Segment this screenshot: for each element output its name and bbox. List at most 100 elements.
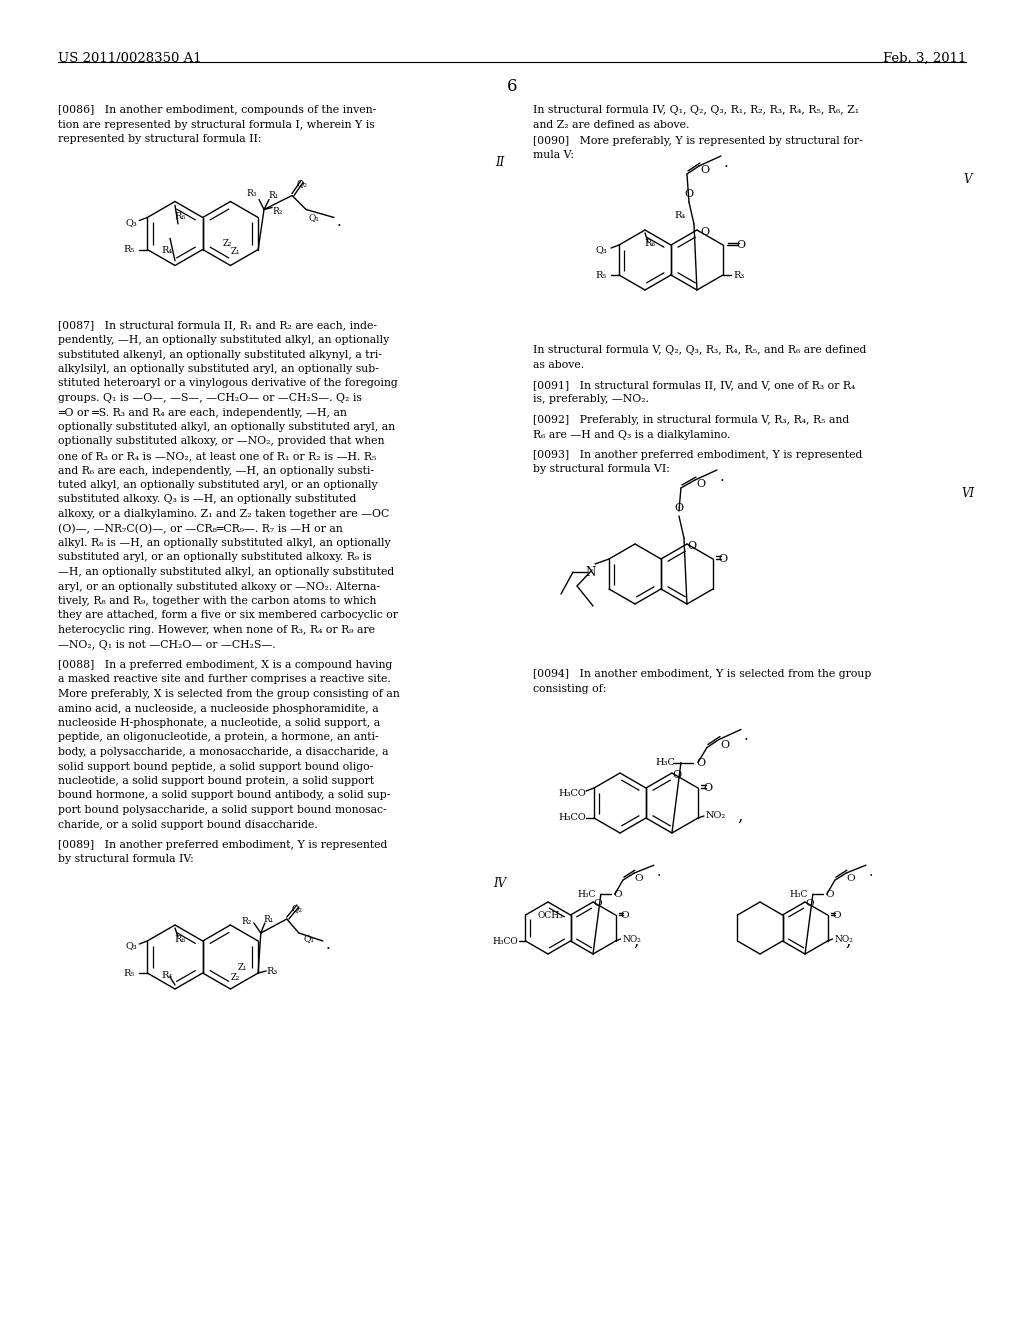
Text: one of R₃ or R₄ is —NO₂, at least one of R₁ or R₂ is —H. R₅: one of R₃ or R₄ is —NO₂, at least one of…: [58, 451, 377, 461]
Text: R₄: R₄: [162, 970, 173, 979]
Text: solid support bound peptide, a solid support bound oligo-: solid support bound peptide, a solid sup…: [58, 762, 374, 771]
Text: Q₁: Q₁: [308, 213, 319, 222]
Text: substituted alkoxy. Q₃ is —H, an optionally substituted: substituted alkoxy. Q₃ is —H, an optiona…: [58, 495, 356, 504]
Text: charide, or a solid support bound disaccharide.: charide, or a solid support bound disacc…: [58, 820, 317, 829]
Text: O: O: [700, 227, 710, 238]
Text: V: V: [964, 173, 972, 186]
Text: R₃: R₃: [733, 271, 744, 280]
Text: Q₂: Q₂: [291, 904, 302, 913]
Text: ,: ,: [633, 933, 638, 950]
Text: Q₁: Q₁: [303, 935, 314, 944]
Text: [0092]   Preferably, in structural formula V, R₃, R₄, R₅ and: [0092] Preferably, in structural formula…: [534, 414, 849, 425]
Text: Z₁: Z₁: [230, 247, 241, 256]
Text: Q₃: Q₃: [125, 218, 137, 227]
Text: R₄: R₄: [162, 246, 173, 255]
Text: Z₂: Z₂: [223, 239, 232, 248]
Text: R₅: R₅: [595, 271, 606, 280]
Text: optionally substituted alkoxy, or —NO₂, provided that when: optionally substituted alkoxy, or —NO₂, …: [58, 437, 384, 446]
Text: O: O: [847, 874, 855, 883]
Text: R₁: R₁: [269, 191, 280, 201]
Text: H₃CO: H₃CO: [558, 788, 586, 797]
Text: by structural formula IV:: by structural formula IV:: [58, 854, 194, 865]
Text: [0094]   In another embodiment, Y is selected from the group: [0094] In another embodiment, Y is selec…: [534, 669, 871, 678]
Text: VI: VI: [962, 487, 975, 500]
Text: R₃: R₃: [247, 189, 257, 198]
Text: R₅: R₅: [124, 969, 135, 978]
Text: body, a polysaccharide, a monosaccharide, a disaccharide, a: body, a polysaccharide, a monosaccharide…: [58, 747, 388, 756]
Text: as above.: as above.: [534, 359, 584, 370]
Text: Q₃: Q₃: [595, 246, 607, 255]
Text: More preferably, X is selected from the group consisting of an: More preferably, X is selected from the …: [58, 689, 399, 700]
Text: In structural formula IV, Q₁, Q₂, Q₃, R₁, R₂, R₃, R₄, R₅, R₆, Z₁: In structural formula IV, Q₁, Q₂, Q₃, R₁…: [534, 106, 859, 115]
Text: substituted aryl, or an optionally substituted alkoxy. R₉ is: substituted aryl, or an optionally subst…: [58, 553, 372, 562]
Text: a masked reactive site and further comprises a reactive site.: a masked reactive site and further compr…: [58, 675, 391, 685]
Text: optionally substituted alkyl, an optionally substituted aryl, an: optionally substituted alkyl, an optiona…: [58, 422, 395, 432]
Text: alkoxy, or a dialkylamino. Z₁ and Z₂ taken together are —OC: alkoxy, or a dialkylamino. Z₁ and Z₂ tak…: [58, 510, 389, 519]
Text: R₁: R₁: [264, 915, 274, 924]
Text: nucleotide, a solid support bound protein, a solid support: nucleotide, a solid support bound protei…: [58, 776, 374, 785]
Text: O: O: [736, 240, 745, 249]
Text: [0093]   In another preferred embodiment, Y is represented: [0093] In another preferred embodiment, …: [534, 450, 862, 459]
Text: O: O: [675, 503, 684, 513]
Text: mula V:: mula V:: [534, 150, 574, 161]
Text: Z₁: Z₁: [238, 962, 247, 972]
Text: alkylsilyl, an optionally substituted aryl, an optionally sub-: alkylsilyl, an optionally substituted ar…: [58, 364, 379, 374]
Text: heterocyclic ring. However, when none of R₃, R₄ or R₉ are: heterocyclic ring. However, when none of…: [58, 624, 375, 635]
Text: R₂: R₂: [272, 207, 284, 216]
Text: tively, R₈ and R₉, together with the carbon atoms to which: tively, R₈ and R₉, together with the car…: [58, 597, 377, 606]
Text: H₃C: H₃C: [578, 890, 596, 899]
Text: US 2011/0028350 A1: US 2011/0028350 A1: [58, 51, 202, 65]
Text: O: O: [696, 758, 706, 767]
Text: O: O: [703, 783, 713, 793]
Text: ,: ,: [845, 933, 850, 950]
Text: ,: ,: [737, 808, 742, 825]
Text: .: .: [744, 730, 749, 743]
Text: [0091]   In structural formulas II, IV, and V, one of R₃ or R₄: [0091] In structural formulas II, IV, an…: [534, 380, 855, 389]
Text: H₃C: H₃C: [655, 758, 675, 767]
Text: alkyl. R₈ is —H, an optionally substituted alkyl, an optionally: alkyl. R₈ is —H, an optionally substitut…: [58, 539, 390, 548]
Text: H₃C: H₃C: [790, 890, 808, 899]
Text: O: O: [700, 165, 710, 176]
Text: II: II: [496, 157, 505, 169]
Text: .: .: [724, 156, 729, 170]
Text: tuted alkyl, an optionally substituted aryl, or an optionally: tuted alkyl, an optionally substituted a…: [58, 480, 378, 490]
Text: O: O: [825, 890, 835, 899]
Text: O: O: [594, 899, 602, 908]
Text: ═O or ═S. R₃ and R₄ are each, independently, —H, an: ═O or ═S. R₃ and R₄ are each, independen…: [58, 408, 347, 417]
Text: and Z₂ are defined as above.: and Z₂ are defined as above.: [534, 120, 689, 129]
Text: .: .: [337, 214, 342, 228]
Text: they are attached, form a five or six membered carbocyclic or: they are attached, form a five or six me…: [58, 610, 398, 620]
Text: [0087]   In structural formula II, R₁ and R₂ are each, inde-: [0087] In structural formula II, R₁ and …: [58, 321, 377, 330]
Text: [0089]   In another preferred embodiment, Y is represented: [0089] In another preferred embodiment, …: [58, 840, 387, 850]
Text: O: O: [684, 189, 693, 199]
Text: bound hormone, a solid support bound antibody, a solid sup-: bound hormone, a solid support bound ant…: [58, 791, 390, 800]
Text: R₆: R₆: [174, 935, 185, 944]
Text: aryl, or an optionally substituted alkoxy or —NO₂. Alterna-: aryl, or an optionally substituted alkox…: [58, 582, 380, 591]
Text: O: O: [806, 899, 814, 908]
Text: NO₂: NO₂: [835, 935, 853, 944]
Text: (O)—, —NR₇C(O)—, or —CR₈═CR₉—. R₇ is —H or an: (O)—, —NR₇C(O)—, or —CR₈═CR₉—. R₇ is —H …: [58, 524, 343, 533]
Text: O: O: [833, 911, 841, 920]
Text: H₃CO: H₃CO: [558, 813, 586, 822]
Text: Q₃: Q₃: [125, 941, 137, 950]
Text: In structural formula V, Q₂, Q₃, R₃, R₄, R₅, and R₆ are defined: In structural formula V, Q₂, Q₃, R₃, R₄,…: [534, 345, 866, 355]
Text: port bound polysaccharide, a solid support bound monosac-: port bound polysaccharide, a solid suppo…: [58, 805, 387, 814]
Text: pendently, —H, an optionally substituted alkyl, an optionally: pendently, —H, an optionally substituted…: [58, 335, 389, 345]
Text: consisting of:: consisting of:: [534, 684, 606, 693]
Text: NO₂: NO₂: [706, 812, 726, 821]
Text: NO₂: NO₂: [623, 935, 641, 944]
Text: R₅: R₅: [124, 246, 135, 253]
Text: tion are represented by structural formula I, wherein Y is: tion are represented by structural formu…: [58, 120, 375, 129]
Text: represented by structural formula II:: represented by structural formula II:: [58, 135, 261, 144]
Text: N: N: [586, 565, 596, 578]
Text: R₂: R₂: [242, 916, 252, 925]
Text: 6: 6: [507, 78, 517, 95]
Text: R₆ are —H and Q₃ is a dialkylamino.: R₆ are —H and Q₃ is a dialkylamino.: [534, 429, 730, 440]
Text: R₆: R₆: [644, 239, 655, 248]
Text: nucleoside H-phosphonate, a nucleotide, a solid support, a: nucleoside H-phosphonate, a nucleotide, …: [58, 718, 380, 729]
Text: stituted heteroaryl or a vinylogous derivative of the foregoing: stituted heteroaryl or a vinylogous deri…: [58, 379, 397, 388]
Text: substituted alkenyl, an optionally substituted alkynyl, a tri-: substituted alkenyl, an optionally subst…: [58, 350, 382, 359]
Text: R₃: R₃: [266, 966, 278, 975]
Text: peptide, an oligonucleotide, a protein, a hormone, an anti-: peptide, an oligonucleotide, a protein, …: [58, 733, 379, 742]
Text: [0090]   More preferably, Y is represented by structural for-: [0090] More preferably, Y is represented…: [534, 136, 863, 147]
